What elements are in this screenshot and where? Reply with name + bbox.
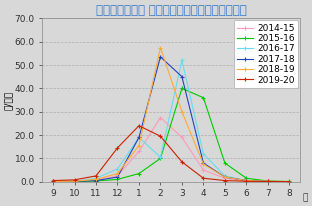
- Y-axis label: 人/定点: 人/定点: [4, 90, 13, 110]
- 2014-15: [287, 180, 291, 183]
- 2017-18: [202, 162, 205, 164]
- 2014-15: [223, 177, 227, 179]
- 2017-18: [245, 179, 248, 182]
- 2014-15: [245, 180, 248, 182]
- 2015-16: [223, 162, 227, 164]
- 2016-17: [202, 152, 205, 155]
- 2019-20: [223, 179, 227, 182]
- 2017-18: [287, 180, 291, 183]
- 2018-19: [266, 180, 270, 183]
- 2019-20: [202, 177, 205, 179]
- 2014-15: [137, 150, 141, 153]
- 2016-17: [245, 179, 248, 182]
- 2015-16: [137, 172, 141, 175]
- 2019-20: [158, 135, 162, 137]
- 2016-17: [94, 177, 98, 179]
- 2019-20: [180, 161, 184, 163]
- 2015-16: [94, 180, 98, 182]
- 2015-16: [51, 180, 55, 183]
- 2017-18: [180, 75, 184, 78]
- 2014-15: [116, 175, 119, 177]
- 2014-15: [202, 169, 205, 171]
- 2016-17: [137, 136, 141, 139]
- 2016-17: [287, 180, 291, 183]
- 2016-17: [116, 168, 119, 170]
- 2014-15: [180, 136, 184, 139]
- 2019-20: [51, 179, 55, 182]
- 2018-19: [223, 176, 227, 178]
- 2019-20: [245, 180, 248, 183]
- 2018-19: [287, 180, 291, 183]
- Title: インフルエンザ 定点当たりの患者報告数の推移: インフルエンザ 定点当たりの患者報告数の推移: [96, 4, 246, 17]
- 2014-15: [266, 180, 270, 183]
- 2015-16: [73, 180, 76, 183]
- 2017-18: [266, 180, 270, 183]
- 2016-17: [158, 156, 162, 158]
- 2017-18: [116, 176, 119, 178]
- 2019-20: [137, 124, 141, 127]
- 2015-16: [202, 96, 205, 99]
- 2016-17: [180, 59, 184, 62]
- 2017-18: [223, 176, 227, 178]
- 2014-15: [51, 180, 55, 183]
- Text: 月: 月: [303, 193, 308, 202]
- 2015-16: [158, 157, 162, 160]
- Line: 2019-20: 2019-20: [51, 124, 291, 183]
- 2016-17: [51, 180, 55, 183]
- 2019-20: [287, 180, 291, 183]
- 2018-19: [158, 46, 162, 49]
- 2015-16: [266, 180, 270, 182]
- 2018-19: [245, 179, 248, 182]
- 2017-18: [137, 136, 141, 139]
- 2019-20: [73, 179, 76, 181]
- 2018-19: [94, 178, 98, 181]
- Line: 2014-15: 2014-15: [51, 116, 291, 183]
- Line: 2018-19: 2018-19: [51, 46, 291, 183]
- 2018-19: [116, 172, 119, 175]
- 2018-19: [180, 110, 184, 113]
- 2016-17: [223, 175, 227, 177]
- 2018-19: [51, 180, 55, 183]
- 2016-17: [73, 180, 76, 183]
- 2015-16: [180, 87, 184, 90]
- 2019-20: [266, 180, 270, 183]
- Line: 2015-16: 2015-16: [51, 87, 291, 183]
- Line: 2017-18: 2017-18: [51, 55, 291, 183]
- 2017-18: [158, 56, 162, 58]
- 2018-19: [73, 180, 76, 183]
- 2014-15: [94, 179, 98, 182]
- Line: 2016-17: 2016-17: [51, 59, 291, 183]
- 2014-15: [73, 180, 76, 183]
- 2015-16: [116, 178, 119, 181]
- 2015-16: [287, 180, 291, 183]
- 2017-18: [73, 180, 76, 183]
- 2017-18: [51, 180, 55, 183]
- 2016-17: [266, 180, 270, 183]
- 2015-16: [245, 177, 248, 179]
- 2017-18: [94, 179, 98, 182]
- 2018-19: [137, 144, 141, 147]
- 2018-19: [202, 163, 205, 165]
- 2019-20: [116, 147, 119, 149]
- Legend: 2014-15, 2015-16, 2016-17, 2017-18, 2018-19, 2019-20: 2014-15, 2015-16, 2016-17, 2017-18, 2018…: [233, 20, 298, 88]
- 2019-20: [94, 175, 98, 177]
- 2014-15: [158, 116, 162, 119]
